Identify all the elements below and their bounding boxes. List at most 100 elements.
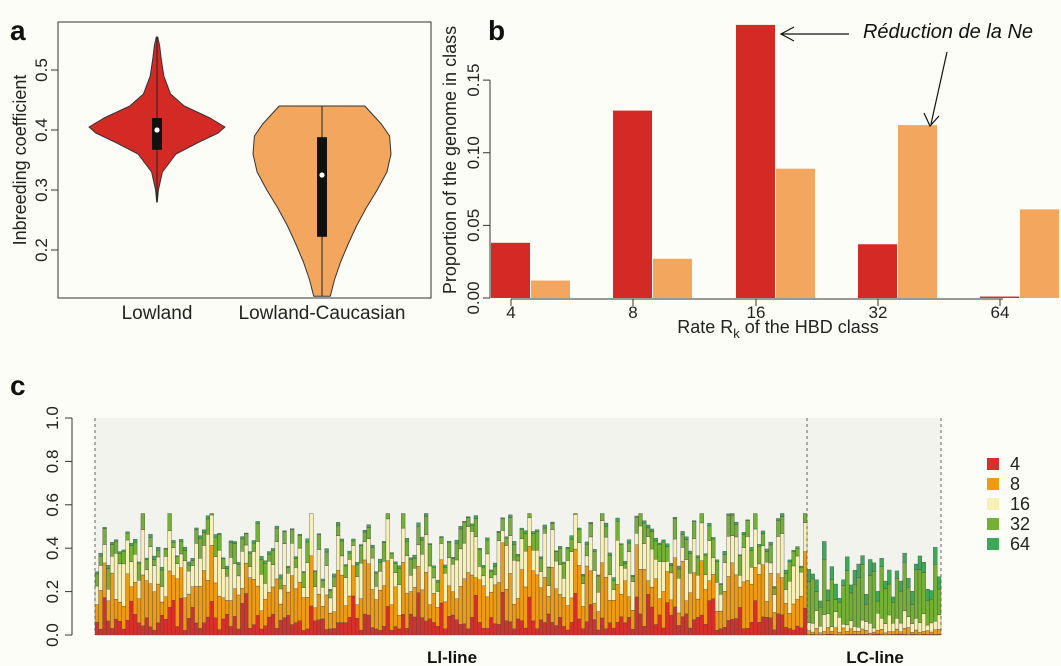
stacked-bar-segment-32 — [443, 567, 448, 574]
bar-lowland-4 — [491, 242, 530, 298]
stacked-bar-segment-4 — [182, 630, 188, 636]
stacked-bar-segment-8 — [737, 586, 743, 608]
stacked-bar-segment-16 — [221, 568, 226, 598]
panel-a-y-tick-label: 0.3 — [32, 178, 51, 202]
stacked-bar-segment-8 — [290, 575, 295, 625]
panel-a-y-tick-label: 0.2 — [32, 238, 51, 262]
stacked-bar-segment-4 — [110, 628, 115, 636]
stacked-bar-segment-32 — [936, 588, 942, 615]
stacked-bar-segment-8 — [293, 588, 299, 623]
stacked-bar-segment-64 — [424, 513, 429, 517]
stacked-bar-segment-64 — [450, 557, 456, 559]
stacked-bar-segment-4 — [672, 606, 678, 636]
stacked-bar-segment-64 — [569, 535, 574, 540]
stacked-bar-segment-4 — [186, 618, 191, 636]
stacked-bar-segment-16 — [772, 594, 777, 613]
stacked-bar-segment-64 — [910, 591, 915, 605]
stacked-bar-segment-4 — [496, 624, 501, 636]
stacked-bar-segment-16 — [301, 587, 306, 598]
stacked-bar-segment-4 — [760, 616, 766, 636]
stacked-bar-segment-4 — [531, 620, 536, 636]
stacked-bar-segment-64 — [776, 518, 781, 522]
stacked-bar-segment-64 — [236, 562, 241, 565]
stacked-bar-segment-16 — [443, 573, 448, 603]
stacked-bar-segment-32 — [393, 563, 398, 573]
stacked-bar-segment-8 — [887, 631, 892, 635]
stacked-bar-segment-32 — [335, 525, 341, 536]
stacked-bar-segment-4 — [458, 624, 463, 636]
stacked-bar-segment-8 — [182, 597, 188, 631]
stacked-bar-segment-16 — [136, 580, 142, 599]
stacked-bar-segment-16 — [657, 561, 662, 599]
stacked-bar-segment-64 — [799, 565, 804, 568]
panel-c-y-tick-label: 0.2 — [43, 580, 62, 604]
stacked-bar-segment-64 — [512, 541, 517, 546]
stacked-bar-segment-16 — [642, 543, 647, 570]
x-label-subscript: k — [733, 326, 740, 341]
stacked-bar-segment-4 — [439, 602, 444, 636]
bar-lowland-caucasian-64 — [1020, 209, 1059, 298]
stacked-bar-segment-32 — [898, 590, 903, 624]
stacked-bar-segment-64 — [722, 551, 727, 555]
stacked-bar-segment-64 — [917, 555, 923, 570]
stacked-bar-segment-64 — [925, 589, 930, 601]
stacked-bar-segment-32 — [313, 571, 318, 587]
bar-lowland-16 — [736, 24, 775, 298]
stacked-bar-segment-8 — [179, 567, 184, 599]
stacked-bar-segment-64 — [646, 524, 651, 529]
stacked-bar-segment-8 — [875, 630, 880, 635]
stacked-bar-segment-16 — [753, 528, 758, 568]
stacked-bar-segment-8 — [401, 562, 406, 615]
stacked-bar-segment-8 — [554, 588, 559, 626]
panel-b-x-axis-label: Rate Rk of the HBD class — [677, 317, 879, 341]
stacked-bar-segment-16 — [887, 614, 892, 632]
stacked-bar-segment-32 — [282, 531, 287, 544]
stacked-bar-segment-16 — [787, 581, 792, 614]
violin-box — [152, 118, 162, 150]
stacked-bar-segment-8 — [175, 578, 180, 627]
stacked-bar-segment-16 — [626, 551, 632, 597]
stacked-bar-segment-16 — [251, 551, 256, 580]
stacked-bar-segment-8 — [833, 627, 838, 635]
stacked-bar-segment-8 — [803, 551, 808, 609]
stacked-bar-segment-32 — [427, 544, 433, 567]
stacked-bar-segment-32 — [787, 561, 792, 582]
stacked-bar-segment-64 — [462, 521, 467, 523]
stacked-bar-segment-8 — [569, 597, 574, 623]
stacked-bar-segment-32 — [726, 515, 731, 537]
stacked-bar-segment-4 — [290, 624, 295, 636]
stacked-bar-segment-64 — [240, 536, 245, 540]
stacked-bar-segment-32 — [879, 566, 884, 619]
stacked-bar-segment-16 — [592, 570, 597, 604]
bar-lowland-32 — [858, 244, 897, 298]
stacked-bar-segment-8 — [347, 595, 352, 618]
stacked-bar-segment-8 — [270, 586, 276, 615]
stacked-bar-segment-32 — [580, 575, 586, 584]
stacked-bar-segment-4 — [251, 624, 256, 636]
stacked-bar-segment-4 — [711, 598, 716, 636]
stacked-bar-segment-64 — [649, 528, 655, 532]
stacked-bar-segment-16 — [818, 625, 823, 633]
x-label-main: Rate R — [677, 317, 733, 337]
stacked-bar-segment-64 — [531, 531, 536, 534]
stacked-bar-segment-16 — [290, 543, 295, 576]
stacked-bar-segment-4 — [646, 594, 651, 636]
stacked-bar-segment-16 — [247, 566, 253, 578]
stacked-bar-segment-64 — [619, 543, 624, 545]
stacked-bar-segment-32 — [741, 534, 746, 548]
stacked-bar-segment-16 — [106, 588, 111, 602]
stacked-bar-segment-32 — [186, 564, 191, 572]
stacked-bar-segment-4 — [102, 597, 107, 636]
stacked-bar-segment-4 — [370, 627, 375, 636]
stacked-bar-segment-8 — [263, 598, 268, 626]
stacked-bar-segment-32 — [848, 592, 854, 621]
stacked-bar-segment-8 — [500, 542, 505, 593]
stacked-bar-segment-64 — [125, 531, 130, 534]
stacked-bar-segment-64 — [642, 520, 647, 524]
stacked-bar-segment-64 — [121, 549, 126, 552]
stacked-bar-segment-8 — [469, 574, 475, 618]
stacked-bar-segment-8 — [152, 591, 157, 631]
stacked-bar-segment-8 — [489, 591, 494, 618]
stacked-bar-segment-8 — [110, 572, 115, 629]
